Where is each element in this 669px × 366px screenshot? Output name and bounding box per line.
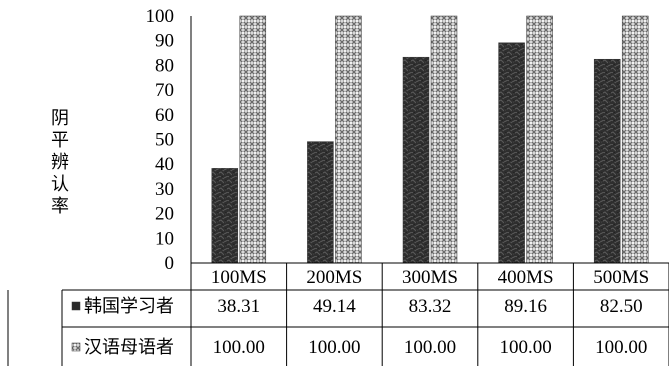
y-tick-label: 70 xyxy=(155,80,174,101)
y-tick-label: 10 xyxy=(155,228,174,249)
table-cell-value: 100.00 xyxy=(213,337,265,358)
table-cell-value: 100.00 xyxy=(308,337,360,358)
bar-native-speakers xyxy=(430,15,458,264)
y-tick-label: 50 xyxy=(155,130,174,151)
bar-native-speakers xyxy=(526,15,553,264)
y-tick-label: 30 xyxy=(155,179,174,200)
table-cell-value: 89.16 xyxy=(504,296,547,317)
x-category-label: 300MS xyxy=(402,267,458,288)
bar-korean-learners xyxy=(307,141,334,264)
table-cell-value: 100.00 xyxy=(595,337,647,358)
legend-swatch xyxy=(71,342,81,352)
y-tick-label: 80 xyxy=(155,55,174,76)
bar-korean-learners xyxy=(402,56,430,264)
table-row-label: 韩国学习者 xyxy=(84,296,174,317)
y-tick-label: 20 xyxy=(155,204,174,225)
bar-korean-learners xyxy=(498,42,525,264)
y-tick-label: 0 xyxy=(165,253,175,274)
legend-swatch xyxy=(71,301,81,311)
table-cell-value: 38.31 xyxy=(217,296,260,317)
x-category-label: 100MS xyxy=(211,267,267,288)
bar-native-speakers xyxy=(621,15,649,264)
bar-korean-learners xyxy=(211,168,239,264)
bar-native-speakers xyxy=(335,15,362,264)
table-cell-value: 83.32 xyxy=(409,296,452,317)
x-category-label: 400MS xyxy=(498,267,554,288)
y-tick-label: 60 xyxy=(155,105,174,126)
bar-native-speakers xyxy=(239,15,267,264)
table-cell-value: 82.50 xyxy=(600,296,643,317)
x-category-label: 500MS xyxy=(593,267,649,288)
bar-korean-learners xyxy=(593,58,621,264)
table-cell-value: 49.14 xyxy=(313,296,356,317)
y-tick-label: 90 xyxy=(155,31,174,52)
y-tick-label: 100 xyxy=(146,6,175,27)
y-tick-label: 40 xyxy=(155,154,174,175)
table-cell-value: 100.00 xyxy=(499,337,551,358)
table-row-label: 汉语母语者 xyxy=(84,337,174,358)
x-category-label: 200MS xyxy=(306,267,362,288)
y-axis-label: 阴平辨认率 xyxy=(51,108,69,217)
table-cell-value: 100.00 xyxy=(404,337,456,358)
